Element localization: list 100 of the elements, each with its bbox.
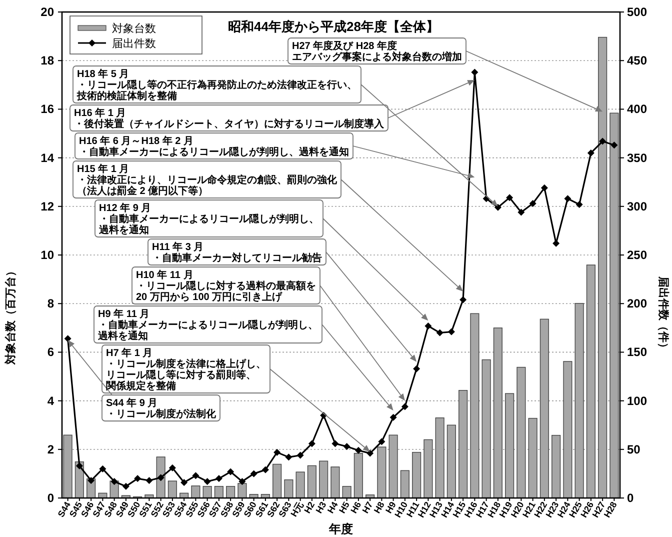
y2-tick-label: 150 xyxy=(627,345,648,360)
point xyxy=(366,450,374,457)
bar xyxy=(610,112,619,498)
y-tick-label: 8 xyxy=(47,296,54,311)
annotation: H18 年 5 月・リコール隠し等の不正行為再発防止のため法律改正を行い、技術的検証体制を整備 xyxy=(77,69,357,102)
bar xyxy=(354,452,363,498)
bar xyxy=(168,480,177,498)
legend-label: 届出件数 xyxy=(112,37,156,50)
bar xyxy=(377,446,386,498)
bar xyxy=(505,393,514,498)
bar xyxy=(319,460,328,498)
bar xyxy=(446,424,456,498)
legend-label: 対象台数 xyxy=(112,22,156,35)
y2-tick-label: 250 xyxy=(627,248,648,262)
point xyxy=(204,478,211,485)
bar xyxy=(574,303,584,498)
bar xyxy=(400,470,410,498)
annotation: H16 年 6 月～H18 年 2 月・自動車メーカーによるリコール隠しが判明し、過料を通知 xyxy=(79,136,349,158)
point xyxy=(64,335,72,342)
point xyxy=(471,68,478,76)
point xyxy=(390,414,397,421)
y-tick-label: 18 xyxy=(40,54,54,68)
bar xyxy=(435,417,444,498)
bar xyxy=(493,328,502,498)
bar xyxy=(563,361,572,498)
bar xyxy=(284,479,294,498)
point xyxy=(227,468,234,476)
bar xyxy=(156,456,166,498)
y-tick-label: 16 xyxy=(40,102,54,116)
x-tick-label: H4 xyxy=(326,500,340,515)
point xyxy=(308,440,316,448)
y2-tick-label: 50 xyxy=(627,442,641,456)
point xyxy=(494,204,502,211)
y2-tick-label: 450 xyxy=(627,54,648,68)
bar xyxy=(296,472,305,498)
annotation: H15 年 1 月・法律改正により、リコール命令規定の創設、罰則の強化（法人は罰金 2 億円以下等） xyxy=(77,164,337,197)
y2-tick-label: 100 xyxy=(627,394,648,408)
y-tick-label: 20 xyxy=(40,5,54,19)
annotation: H12 年 9 月・自動車メーカーによるリコール隠しが判明し、過料を通知 xyxy=(99,203,319,236)
bar xyxy=(238,483,247,498)
y2-tick-label: 200 xyxy=(627,296,648,311)
bar xyxy=(516,366,526,498)
point xyxy=(424,322,432,330)
bar xyxy=(202,486,212,498)
point xyxy=(146,477,153,484)
point xyxy=(413,365,420,372)
bar xyxy=(214,486,224,498)
point xyxy=(262,466,269,474)
point xyxy=(296,452,304,459)
bar xyxy=(458,390,468,498)
bar xyxy=(470,313,480,498)
point xyxy=(122,482,130,490)
point xyxy=(540,184,548,192)
point xyxy=(99,465,106,472)
bar xyxy=(342,486,352,498)
annotation: H10 年 11 月・リコール隠しに対する過料の最高額を20 万円から 100 万円に引き上げ xyxy=(136,270,316,303)
point xyxy=(518,208,525,216)
annotation: H27 年度及び H28 年度 xyxy=(292,41,398,52)
annotation: S44 年 9 月・リコール制度が法制化 xyxy=(106,398,216,420)
y-axis-title: 対象台数（百万台） xyxy=(4,266,17,366)
point xyxy=(343,442,350,450)
y-tick-label: 2 xyxy=(47,442,54,456)
annotation: エアバッグ事案による対象台数の増加 xyxy=(292,52,462,63)
y2-tick-label: 0 xyxy=(627,491,634,505)
text: 昭和44年度から平成28年度【全体】 xyxy=(228,19,439,34)
bar xyxy=(528,418,538,498)
x-axis-title: 年度 xyxy=(328,522,353,536)
point xyxy=(285,454,292,461)
bar xyxy=(540,318,549,498)
point xyxy=(250,470,258,478)
bar xyxy=(552,434,561,498)
bar xyxy=(586,264,596,498)
point xyxy=(576,200,583,208)
y-tick-label: 10 xyxy=(40,248,54,262)
point xyxy=(332,440,339,448)
bar xyxy=(272,464,282,498)
point xyxy=(610,142,618,149)
point xyxy=(564,195,572,202)
point xyxy=(401,403,408,410)
point xyxy=(168,464,176,472)
point xyxy=(460,296,467,304)
bar xyxy=(307,465,316,498)
y-tick-label: 12 xyxy=(40,199,54,214)
point xyxy=(436,329,444,336)
y2-tick-label: 400 xyxy=(627,102,648,116)
point xyxy=(134,475,142,482)
y-tick-label: 0 xyxy=(47,491,54,505)
point xyxy=(529,200,536,207)
annotation: H16 年 1 月・後付装置（チャイルドシート、タイヤ）に対するリコール制度導入 xyxy=(74,108,384,130)
point xyxy=(238,478,246,485)
bar xyxy=(482,359,491,498)
point xyxy=(448,328,455,336)
point xyxy=(157,474,164,482)
point xyxy=(192,472,200,480)
bar xyxy=(330,466,340,498)
point xyxy=(354,446,362,454)
point xyxy=(88,477,95,484)
bar xyxy=(191,486,200,498)
bar xyxy=(388,434,398,498)
y-tick-label: 14 xyxy=(40,150,54,165)
